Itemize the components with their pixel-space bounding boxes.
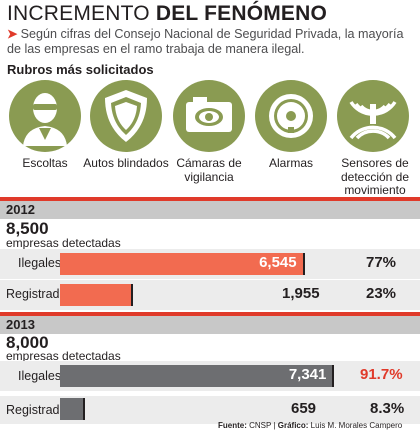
motion-sensor-icon	[337, 80, 409, 152]
value-2012-registradas: 1,955	[282, 285, 320, 302]
total-label-2012: empresas detectadas	[6, 236, 121, 250]
row-label-2013-ilegales: Ilegales	[18, 369, 62, 383]
total-2013: 8,000	[6, 333, 49, 352]
value-2012-ilegales: 6,545	[259, 254, 297, 271]
camera-icon	[173, 80, 245, 152]
pct-2012-ilegales: 77%	[366, 254, 397, 271]
bar-2013-registradas	[60, 398, 85, 420]
icon-label-sensores: Sensores de detección de movimiento	[340, 156, 410, 197]
title-bold: DEL FENÓMENO	[155, 2, 328, 25]
subtitle: ➤ Según cifras del Consejo Nacional de Se…	[7, 27, 415, 56]
year-header-2012: 2012	[0, 201, 420, 219]
icon-label-alarmas: Alarmas	[268, 156, 313, 170]
value-2013-ilegales: 7,341	[288, 366, 327, 383]
subtitle-text: Según cifras del Consejo Nacional de Seg…	[7, 27, 404, 56]
total-2012: 8,500	[6, 219, 49, 238]
arrow-icon: ➤	[7, 27, 18, 41]
row-label-2012-registradas: Registradas	[6, 287, 73, 301]
icon-label-camaras: Cámaras de vigilancia	[176, 156, 242, 184]
bar-2012-ilegales	[60, 253, 305, 275]
shield-icon	[90, 80, 162, 152]
year-header-2013: 2013	[0, 316, 420, 334]
icon-label-escoltas: Escoltas	[22, 156, 68, 170]
bodyguard-icon	[9, 80, 81, 152]
pct-2012-registradas: 23%	[366, 285, 397, 302]
row-label-2013-registradas: Registradas	[6, 403, 73, 417]
divider-2013	[0, 312, 420, 316]
value-2013-registradas: 659	[291, 400, 317, 417]
total-label-2013: empresas detectadas	[6, 349, 121, 363]
divider-2012	[0, 197, 420, 201]
pct-2013-ilegales: 91.7%	[360, 366, 403, 383]
rubros-heading: Rubros más solicitados	[7, 62, 154, 77]
page-title: INCREMENTO DEL FENÓMENO	[7, 2, 327, 26]
credit-line: Fuente: CNSP | Gráfico: Luis M. Morales …	[218, 421, 403, 430]
alarm-bell-icon	[255, 80, 327, 152]
icon-label-autos: Autos blindados	[83, 156, 169, 170]
bar-2013-ilegales	[60, 365, 335, 387]
title-light: INCREMENTO	[7, 2, 150, 25]
pct-2013-registradas: 8.3%	[370, 400, 405, 417]
bar-2012-registradas	[60, 284, 134, 306]
row-label-2012-ilegales: Ilegales	[18, 256, 62, 270]
